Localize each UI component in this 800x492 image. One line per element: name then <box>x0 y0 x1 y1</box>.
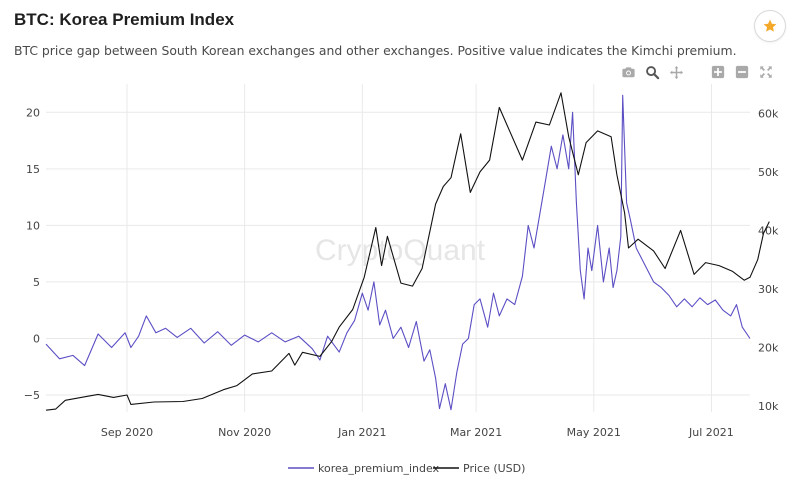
y-right-tick-label: 40k <box>758 224 779 237</box>
y-left-tick-label: 0 <box>33 332 40 345</box>
watermark-text: CryptoQuant <box>315 234 486 267</box>
x-tick-label: Sep 2020 <box>101 426 153 439</box>
y-left-tick-label: 10 <box>26 219 40 232</box>
y-right-tick-label: 60k <box>758 107 779 120</box>
x-tick-label: Jul 2021 <box>688 426 734 439</box>
favorite-button[interactable] <box>754 10 786 42</box>
autoscale-icon[interactable] <box>758 64 774 80</box>
y-left-tick-label: −5 <box>24 389 40 402</box>
y-axis-right: 10k 20k 30k 40k 50k 60k <box>758 107 779 413</box>
y-left-tick-label: 15 <box>26 163 40 176</box>
x-tick-label: Mar 2021 <box>450 426 502 439</box>
x-axis: Sep 2020 Nov 2020 Jan 2021 Mar 2021 May 2021… <box>101 426 734 439</box>
zoom-in-icon[interactable] <box>710 64 726 80</box>
y-right-tick-label: 20k <box>758 342 779 355</box>
camera-icon[interactable] <box>620 64 636 80</box>
y-left-tick-label: 5 <box>33 276 40 289</box>
x-tick-label: Jan 2021 <box>337 426 386 439</box>
gridlines <box>46 84 750 412</box>
chart-header: BTC: Korea Premium Index BTC price gap b… <box>14 10 786 58</box>
y-axis-left: −5 0 5 10 15 20 <box>24 106 40 402</box>
page-title: BTC: Korea Premium Index <box>14 10 235 29</box>
zoom-icon[interactable] <box>644 64 660 80</box>
legend-item[interactable]: Price (USD) <box>433 462 525 475</box>
y-right-tick-label: 10k <box>758 400 779 413</box>
legend-label: korea_premium_index <box>318 462 440 475</box>
x-tick-label: Nov 2020 <box>218 426 271 439</box>
legend-label: Price (USD) <box>463 462 525 475</box>
chart-toolbar <box>620 64 774 80</box>
zoom-out-icon[interactable] <box>734 64 750 80</box>
y-right-tick-label: 30k <box>758 283 779 296</box>
series-group <box>45 92 770 411</box>
pan-icon[interactable] <box>668 64 684 80</box>
series-line-premium <box>45 94 751 411</box>
y-left-tick-label: 20 <box>26 106 40 119</box>
legend[interactable]: korea_premium_index Price (USD) <box>288 462 525 475</box>
y-right-tick-label: 50k <box>758 166 779 179</box>
page-subtitle: BTC price gap between South Korean excha… <box>14 43 737 58</box>
legend-item[interactable]: korea_premium_index <box>288 462 440 475</box>
series-line-price <box>45 92 770 411</box>
x-tick-label: May 2021 <box>567 426 621 439</box>
star-icon <box>763 19 777 32</box>
